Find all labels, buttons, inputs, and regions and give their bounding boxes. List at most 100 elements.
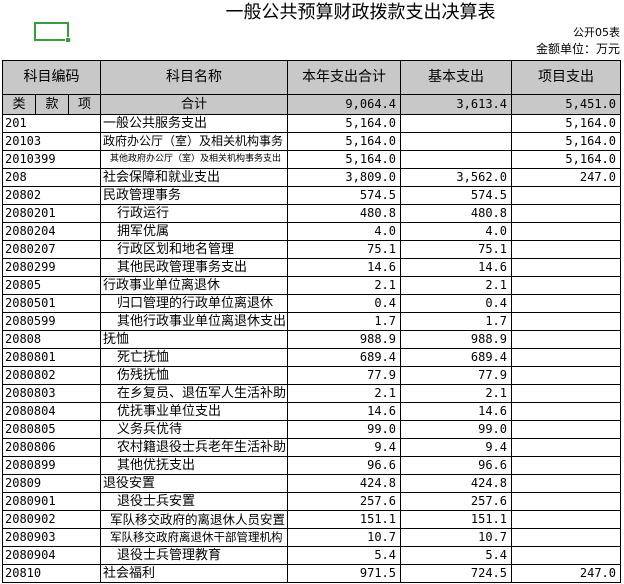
project-expenditure-cell[interactable]: 247.0 xyxy=(512,565,621,583)
subject-name-cell[interactable]: 伤残抚恤 xyxy=(101,367,288,385)
subject-code-cell[interactable]: 208 xyxy=(3,169,101,187)
total-label[interactable]: 合计 xyxy=(101,95,288,115)
year-total-cell[interactable]: 14.6 xyxy=(288,259,401,277)
total-project-expenditure[interactable]: 5,451.0 xyxy=(512,95,621,115)
subject-code-cell[interactable]: 20810 xyxy=(3,565,101,583)
total-year-total[interactable]: 9,064.4 xyxy=(288,95,401,115)
subject-name-cell[interactable]: 优抚事业单位支出 xyxy=(101,403,288,421)
project-expenditure-cell[interactable]: 5,164.0 xyxy=(512,115,621,133)
subject-name-cell[interactable]: 行政事业单位离退休 xyxy=(101,277,288,295)
year-total-cell[interactable]: 424.8 xyxy=(288,475,401,493)
year-total-cell[interactable]: 99.0 xyxy=(288,421,401,439)
project-expenditure-cell[interactable] xyxy=(512,403,621,421)
project-expenditure-cell[interactable] xyxy=(512,187,621,205)
subject-code-cell[interactable]: 201 xyxy=(3,115,101,133)
subject-code-cell[interactable]: 2080299 xyxy=(3,259,101,277)
subject-name-cell[interactable]: 其他政府办公厅（室）及相关机构事务支出 xyxy=(101,151,288,169)
subheader-kuan[interactable]: 款 xyxy=(36,95,69,115)
basic-expenditure-cell[interactable]: 151.1 xyxy=(401,511,512,529)
basic-expenditure-cell[interactable] xyxy=(401,151,512,169)
year-total-cell[interactable]: 988.9 xyxy=(288,331,401,349)
basic-expenditure-cell[interactable]: 0.4 xyxy=(401,295,512,313)
year-total-cell[interactable]: 75.1 xyxy=(288,241,401,259)
header-year-total[interactable]: 本年支出合计 xyxy=(288,61,401,95)
subject-name-cell[interactable]: 死亡抚恤 xyxy=(101,349,288,367)
year-total-cell[interactable]: 2.1 xyxy=(288,385,401,403)
year-total-cell[interactable]: 2.1 xyxy=(288,277,401,295)
subject-name-cell[interactable]: 其他优抚支出 xyxy=(101,457,288,475)
subject-code-cell[interactable]: 2080806 xyxy=(3,439,101,457)
year-total-cell[interactable]: 9.4 xyxy=(288,439,401,457)
subheader-lei[interactable]: 类 xyxy=(3,95,36,115)
year-total-cell[interactable]: 77.9 xyxy=(288,367,401,385)
subject-name-cell[interactable]: 抚恤 xyxy=(101,331,288,349)
basic-expenditure-cell[interactable]: 14.6 xyxy=(401,259,512,277)
basic-expenditure-cell[interactable]: 689.4 xyxy=(401,349,512,367)
subject-code-cell[interactable]: 2080904 xyxy=(3,547,101,565)
subject-code-cell[interactable]: 2080901 xyxy=(3,493,101,511)
year-total-cell[interactable]: 971.5 xyxy=(288,565,401,583)
subject-name-cell[interactable]: 在乡复员、退伍军人生活补助 xyxy=(101,385,288,403)
basic-expenditure-cell[interactable] xyxy=(401,115,512,133)
year-total-cell[interactable]: 1.7 xyxy=(288,313,401,331)
subject-name-cell[interactable]: 义务兵优待 xyxy=(101,421,288,439)
form-number-label[interactable]: 公开05表 xyxy=(573,26,620,39)
subject-code-cell[interactable]: 20805 xyxy=(3,277,101,295)
basic-expenditure-cell[interactable]: 5.4 xyxy=(401,547,512,565)
year-total-cell[interactable]: 10.7 xyxy=(288,529,401,547)
subject-code-cell[interactable]: 2080599 xyxy=(3,313,101,331)
subject-name-cell[interactable]: 退役士兵安置 xyxy=(101,493,288,511)
project-expenditure-cell[interactable] xyxy=(512,421,621,439)
project-expenditure-cell[interactable] xyxy=(512,511,621,529)
subject-name-cell[interactable]: 其他行政事业单位离退休支出 xyxy=(101,313,288,331)
project-expenditure-cell[interactable] xyxy=(512,241,621,259)
subject-code-cell[interactable]: 2010399 xyxy=(3,151,101,169)
basic-expenditure-cell[interactable]: 574.5 xyxy=(401,187,512,205)
subject-name-cell[interactable]: 农村籍退役士兵老年生活补助 xyxy=(101,439,288,457)
project-expenditure-cell[interactable] xyxy=(512,259,621,277)
basic-expenditure-cell[interactable]: 75.1 xyxy=(401,241,512,259)
project-expenditure-cell[interactable] xyxy=(512,529,621,547)
subject-name-cell[interactable]: 军队移交政府的离退休人员安置 xyxy=(101,511,288,529)
project-expenditure-cell[interactable] xyxy=(512,331,621,349)
year-total-cell[interactable]: 5.4 xyxy=(288,547,401,565)
subject-name-cell[interactable]: 一般公共服务支出 xyxy=(101,115,288,133)
subject-name-cell[interactable]: 行政运行 xyxy=(101,205,288,223)
subject-name-cell[interactable]: 社会保障和就业支出 xyxy=(101,169,288,187)
subject-name-cell[interactable]: 政府办公厅（室）及相关机构事务 xyxy=(101,133,288,151)
project-expenditure-cell[interactable] xyxy=(512,349,621,367)
year-total-cell[interactable]: 480.8 xyxy=(288,205,401,223)
subject-code-cell[interactable]: 2080801 xyxy=(3,349,101,367)
basic-expenditure-cell[interactable]: 2.1 xyxy=(401,385,512,403)
subject-name-cell[interactable]: 社会福利 xyxy=(101,565,288,583)
basic-expenditure-cell[interactable]: 424.8 xyxy=(401,475,512,493)
subject-name-cell[interactable]: 退役士兵管理教育 xyxy=(101,547,288,565)
subject-code-cell[interactable]: 2080207 xyxy=(3,241,101,259)
header-subject-code[interactable]: 科目编码 xyxy=(3,61,101,95)
subject-name-cell[interactable]: 行政区划和地名管理 xyxy=(101,241,288,259)
subject-code-cell[interactable]: 2080805 xyxy=(3,421,101,439)
year-total-cell[interactable]: 3,809.0 xyxy=(288,169,401,187)
amount-unit-label[interactable]: 金额单位：万元 xyxy=(535,42,620,56)
project-expenditure-cell[interactable] xyxy=(512,457,621,475)
subject-name-cell[interactable]: 其他民政管理事务支出 xyxy=(101,259,288,277)
year-total-cell[interactable]: 14.6 xyxy=(288,403,401,421)
subject-code-cell[interactable]: 2080804 xyxy=(3,403,101,421)
year-total-cell[interactable]: 0.4 xyxy=(288,295,401,313)
basic-expenditure-cell[interactable]: 14.6 xyxy=(401,403,512,421)
subject-code-cell[interactable]: 20808 xyxy=(3,331,101,349)
basic-expenditure-cell[interactable]: 77.9 xyxy=(401,367,512,385)
basic-expenditure-cell[interactable]: 257.6 xyxy=(401,493,512,511)
subject-code-cell[interactable]: 20809 xyxy=(3,475,101,493)
project-expenditure-cell[interactable]: 5,164.0 xyxy=(512,133,621,151)
basic-expenditure-cell[interactable]: 988.9 xyxy=(401,331,512,349)
subject-name-cell[interactable]: 拥军优属 xyxy=(101,223,288,241)
subheader-xiang[interactable]: 项 xyxy=(69,95,101,115)
year-total-cell[interactable]: 4.0 xyxy=(288,223,401,241)
basic-expenditure-cell[interactable]: 3,562.0 xyxy=(401,169,512,187)
project-expenditure-cell[interactable]: 5,164.0 xyxy=(512,151,621,169)
basic-expenditure-cell[interactable]: 4.0 xyxy=(401,223,512,241)
year-total-cell[interactable]: 257.6 xyxy=(288,493,401,511)
subject-name-cell[interactable]: 退役安置 xyxy=(101,475,288,493)
subject-code-cell[interactable]: 2080903 xyxy=(3,529,101,547)
